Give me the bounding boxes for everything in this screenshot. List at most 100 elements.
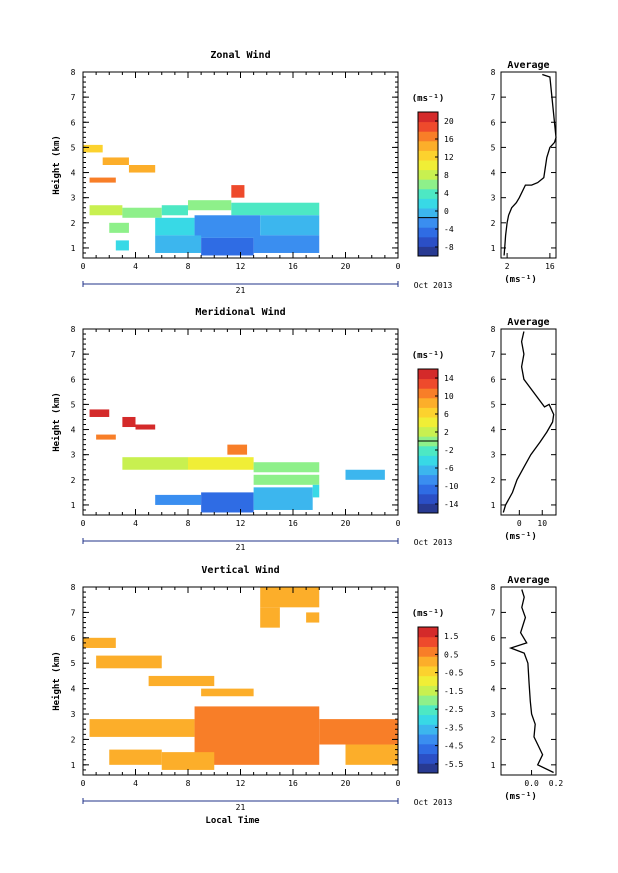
colorbar-swatch — [418, 627, 438, 638]
day-label: 21 — [236, 543, 246, 552]
colorbar-swatch — [418, 695, 438, 706]
colorbar-swatch — [418, 179, 438, 190]
heatmap-cell — [214, 724, 307, 758]
colorbar-swatch — [418, 714, 438, 725]
x-tick-label: 0 — [396, 262, 401, 271]
profile-y-tick-label: 4 — [491, 169, 496, 178]
y-tick-label: 3 — [71, 710, 76, 719]
colorbar-tick-label: -3.5 — [444, 723, 463, 732]
colorbar-tick-label: -4 — [444, 225, 454, 234]
profile-y-tick-label: 3 — [491, 451, 496, 460]
colorbar-swatch — [418, 417, 438, 428]
heatmap-cell — [89, 177, 116, 183]
x-tick-label: 0 — [396, 779, 401, 788]
profile-y-tick-label: 8 — [491, 68, 496, 77]
colorbar-swatch — [418, 397, 438, 408]
heatmap-cell — [231, 185, 245, 198]
profile-y-tick-label: 4 — [491, 426, 496, 435]
date-label: Oct 2013 — [414, 538, 453, 547]
profile-y-tick-label: 1 — [491, 501, 496, 510]
colorbar-swatch — [418, 188, 438, 199]
heatmap-cell — [227, 444, 248, 455]
day-label: 21 — [236, 803, 246, 812]
colorbar-swatch — [418, 763, 438, 774]
y-tick-label: 1 — [71, 761, 76, 770]
profile-frame — [500, 71, 557, 259]
heatmap-cell — [253, 235, 320, 253]
profile-x-tick-label: 16 — [545, 262, 555, 271]
heatmap-cell — [109, 749, 162, 765]
colorbar-swatch — [418, 208, 438, 219]
x-tick-label: 8 — [186, 779, 191, 788]
profile-line — [502, 331, 555, 513]
y-axis-label: Height (km) — [51, 392, 62, 452]
heatmap-cell — [201, 688, 254, 697]
y-axis-label: Height (km) — [51, 135, 62, 195]
y-tick-label: 8 — [71, 68, 76, 77]
colorbar-tick-label: 10 — [444, 392, 454, 401]
heatmap-cell — [148, 675, 215, 687]
y-tick-label: 2 — [71, 735, 76, 744]
x-tick-label: 4 — [133, 519, 138, 528]
x-tick-label: 8 — [186, 519, 191, 528]
colorbar-swatch — [418, 455, 438, 466]
colorbar-swatch — [418, 656, 438, 667]
date-label: Oct 2013 — [414, 798, 453, 807]
x-tick-label: 16 — [288, 262, 298, 271]
x-tick-label: 20 — [341, 519, 351, 528]
profile-y-tick-label: 5 — [491, 143, 496, 152]
colorbar-swatch — [418, 636, 438, 647]
x-tick-label: 8 — [186, 262, 191, 271]
y-tick-label: 7 — [71, 350, 76, 359]
x-tick-label: 4 — [133, 779, 138, 788]
profile-y-tick-label: 6 — [491, 375, 496, 384]
colorbar-tick-label: 2 — [444, 428, 449, 437]
colorbar-swatch — [418, 198, 438, 209]
colorbar-swatch — [418, 445, 438, 456]
colorbar-tick-label: 4 — [444, 189, 449, 198]
heatmap-cell — [122, 457, 188, 470]
y-tick-label: 6 — [71, 375, 76, 384]
y-tick-label: 8 — [71, 583, 76, 592]
profile-y-tick-label: 6 — [491, 634, 496, 643]
colorbar-swatch — [418, 484, 438, 495]
colorbar-swatch — [418, 743, 438, 755]
heatmap-cell — [115, 240, 129, 251]
colorbar-swatch — [418, 646, 438, 657]
colorbar-swatch — [418, 112, 438, 123]
profile-title: Average — [507, 60, 549, 71]
y-tick-label: 4 — [71, 426, 76, 435]
colorbar-swatch — [418, 465, 438, 476]
heatmap-cell — [260, 215, 320, 236]
y-tick-label: 7 — [71, 93, 76, 102]
profile-y-tick-label: 7 — [491, 93, 496, 102]
profile-y-tick-label: 2 — [491, 735, 496, 744]
day-label: 21 — [236, 286, 246, 295]
y-tick-label: 4 — [71, 685, 76, 694]
y-tick-label: 1 — [71, 244, 76, 253]
profile-x-tick-label: 10 — [537, 519, 547, 528]
profile-x-tick-label: 0.2 — [549, 779, 564, 788]
colorbar-swatch — [418, 246, 438, 257]
colorbar-swatch — [418, 121, 438, 132]
y-tick-label: 8 — [71, 325, 76, 334]
panel-title: Vertical Wind — [201, 564, 279, 576]
colorbar-tick-label: -5.5 — [444, 760, 463, 769]
y-tick-label: 6 — [71, 634, 76, 643]
profile-y-tick-label: 2 — [491, 476, 496, 485]
colorbar-swatch — [418, 675, 438, 686]
heatmap-cell — [89, 719, 195, 737]
colorbar-swatch — [418, 227, 438, 238]
heatmap-cell — [96, 655, 162, 669]
x-tick-label: 20 — [341, 262, 351, 271]
colorbar-swatch — [418, 217, 438, 228]
colorbar-swatch — [418, 169, 438, 180]
profile-y-tick-label: 1 — [491, 761, 496, 770]
heatmap-cells — [83, 587, 398, 770]
heatmap-cell — [161, 752, 215, 770]
colorbar-swatch — [418, 236, 438, 247]
colorbar-swatch — [418, 388, 438, 399]
panel-title: Zonal Wind — [210, 49, 270, 61]
heatmap-cell — [319, 719, 398, 745]
